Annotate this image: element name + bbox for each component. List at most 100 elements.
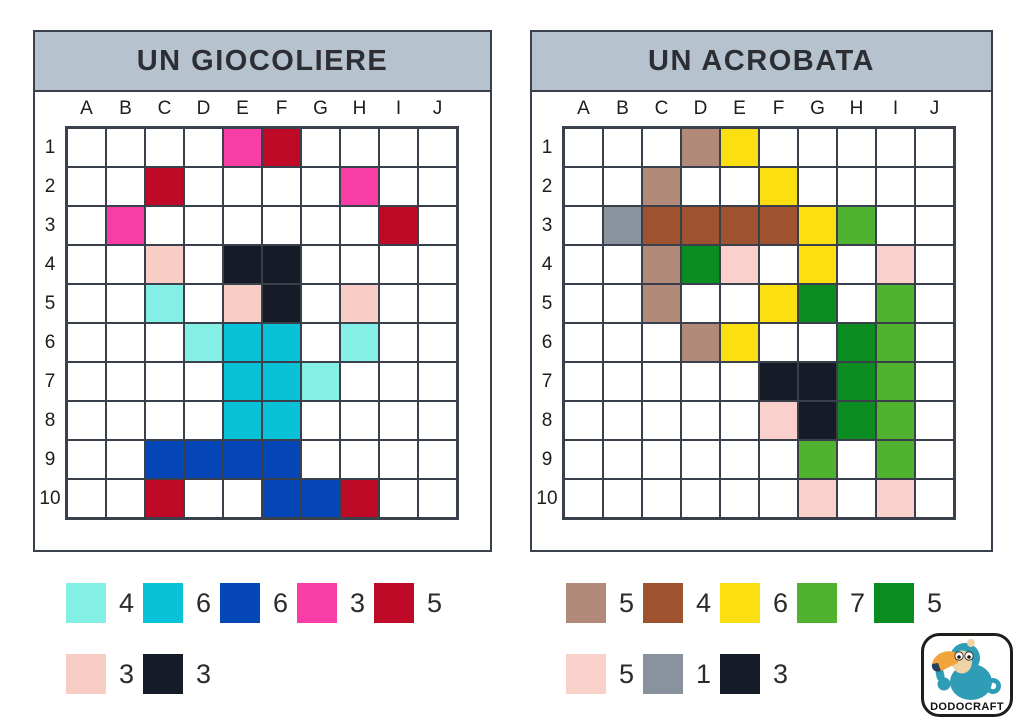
panel-un-acrobata: UN ACROBATA A B C D E F G H I J 1 2 3 4 5 6 7 8 9 10	[530, 30, 993, 552]
grid-cell	[603, 479, 642, 518]
grid-cell	[301, 245, 340, 284]
grid-cell-colored	[145, 167, 184, 206]
grid-cell	[720, 440, 759, 479]
grid-cell-colored	[642, 245, 681, 284]
column-label: A	[577, 98, 590, 119]
grid-cell	[837, 128, 876, 167]
grid-cell-colored	[145, 284, 184, 323]
grid-cell	[106, 284, 145, 323]
legend-swatch-brown	[643, 583, 683, 623]
grid-cell-colored	[642, 284, 681, 323]
grid-cell	[564, 245, 603, 284]
grid-cell-colored	[145, 479, 184, 518]
grid-cell	[915, 440, 954, 479]
grid-cell	[418, 479, 457, 518]
grid-cell	[301, 284, 340, 323]
grid-cell	[915, 401, 954, 440]
grid-cell-colored	[681, 323, 720, 362]
grid-cell	[106, 401, 145, 440]
row-labels: 1 2 3 4 5 6 7 8 9 10	[532, 128, 562, 520]
column-label: E	[733, 98, 746, 119]
panel-title-text: UN GIOCOLIERE	[136, 44, 389, 77]
grid-cell	[379, 167, 418, 206]
grid-cell-colored	[223, 440, 262, 479]
grid-cell-colored	[720, 245, 759, 284]
pixel-grid	[65, 126, 459, 520]
grid-cell-colored	[798, 401, 837, 440]
grid-cell	[837, 479, 876, 518]
legend-swatch-tan	[566, 583, 606, 623]
row-label: 9	[541, 448, 553, 470]
grid-cell	[603, 284, 642, 323]
grid-cell-colored	[262, 323, 301, 362]
grid-cell-colored	[145, 245, 184, 284]
grid-cell	[106, 128, 145, 167]
row-label: 2	[44, 175, 56, 197]
grid-cell-colored	[876, 362, 915, 401]
grid-cell-colored	[759, 284, 798, 323]
row-label: 3	[541, 214, 553, 236]
grid-cell	[759, 245, 798, 284]
grid-cell-colored	[798, 284, 837, 323]
grid-cell-colored	[262, 401, 301, 440]
grid-cell	[603, 401, 642, 440]
column-label: I	[892, 98, 899, 119]
row-label: 10	[536, 487, 558, 509]
board: A B C D E F G H I J 1 2 3 4 5 6 7 8 9 10	[532, 92, 991, 520]
grid-cell	[106, 323, 145, 362]
row-label: 4	[44, 253, 56, 275]
column-label: B	[119, 98, 132, 119]
row-label: 3	[44, 214, 56, 236]
legend-count: 3	[196, 658, 212, 689]
grid-cell	[262, 167, 301, 206]
grid-cell	[418, 440, 457, 479]
legend-item: 6	[720, 583, 797, 623]
grid-cell	[837, 245, 876, 284]
grid-cell-colored	[876, 401, 915, 440]
grid-cell-colored	[876, 323, 915, 362]
grid-cell-colored	[262, 362, 301, 401]
legend-item: 3	[297, 583, 374, 623]
grid-cell	[184, 245, 223, 284]
legend-item: 3	[66, 654, 143, 694]
legend-item: 5	[566, 654, 643, 694]
grid-cell	[681, 362, 720, 401]
grid-cell	[564, 401, 603, 440]
column-label: E	[236, 98, 249, 119]
grid-cell-colored	[340, 479, 379, 518]
legend-swatch-ink	[143, 654, 183, 694]
grid-cell	[915, 284, 954, 323]
legend-row: 5 4 6 7 5	[566, 583, 951, 623]
grid-cell-colored	[301, 479, 340, 518]
grid-cell	[379, 245, 418, 284]
row-label: 7	[541, 370, 553, 392]
grid-cell	[145, 362, 184, 401]
grid-cell-colored	[720, 323, 759, 362]
grid-cell-colored	[642, 206, 681, 245]
grid-cell	[379, 323, 418, 362]
grid-cell	[340, 128, 379, 167]
column-headers: A B C D E F G H I J	[532, 92, 991, 126]
legend-un-acrobata: 5 4 6 7 5 5 1 3	[566, 583, 951, 694]
dodo-bird-icon	[931, 639, 1001, 700]
grid-cell	[681, 440, 720, 479]
legend-item: 1	[643, 654, 720, 694]
row-label: 6	[541, 331, 553, 353]
grid-cell	[915, 362, 954, 401]
column-label: H	[352, 98, 367, 119]
legend-swatch-crimson	[374, 583, 414, 623]
legend-swatch-green	[874, 583, 914, 623]
grid-body: 1 2 3 4 5 6 7 8 9 10	[532, 126, 991, 520]
row-label: 10	[39, 487, 61, 509]
grid-cell	[642, 128, 681, 167]
row-label: 8	[541, 409, 553, 431]
legend-swatch-cyan	[143, 583, 183, 623]
grid-cell	[67, 284, 106, 323]
grid-cell	[720, 362, 759, 401]
grid-cell	[106, 440, 145, 479]
grid-cell	[603, 440, 642, 479]
legend-count: 6	[196, 587, 212, 618]
grid-cell-colored	[681, 128, 720, 167]
grid-cell	[340, 206, 379, 245]
grid-cell	[262, 206, 301, 245]
